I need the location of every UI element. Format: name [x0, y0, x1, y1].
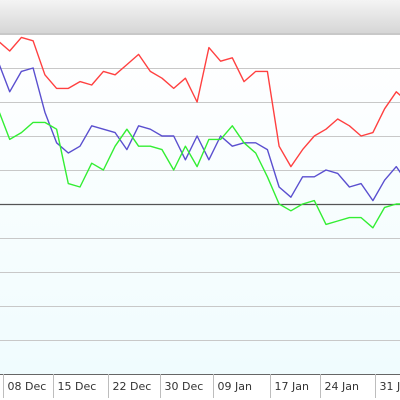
gridlines	[0, 34, 400, 341]
x-tick-label: 15 Dec	[58, 380, 97, 393]
x-tick-label: 24 Jan	[325, 380, 359, 393]
x-tick-label: 30 Dec	[165, 380, 204, 393]
x-tick-label: 22 Dec	[113, 380, 152, 393]
series-lines	[0, 36, 400, 229]
series-line-2	[0, 64, 400, 202]
x-tick-label: 08 Dec	[8, 380, 47, 393]
series-line-1	[0, 36, 400, 168]
series-line-3	[0, 112, 400, 229]
chart-header-bar	[0, 0, 400, 34]
x-axis: 08 Dec 15 Dec 22 Dec 30 Dec 09 Jan 17 Jan 24 J…	[0, 374, 400, 398]
x-tick-label: 31 J	[380, 380, 400, 393]
x-tick-label: 17 Jan	[275, 380, 309, 393]
x-tick-label: 09 Jan	[218, 380, 252, 393]
